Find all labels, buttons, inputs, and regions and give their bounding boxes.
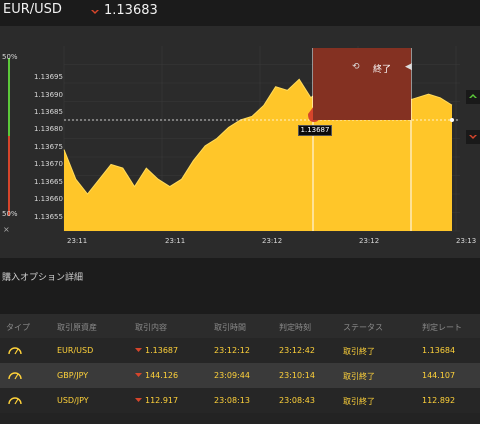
cell-asset: USD/JPY bbox=[57, 396, 89, 405]
cell-status: 取引終了 bbox=[343, 372, 375, 381]
down-arrow-icon bbox=[135, 373, 142, 377]
y-tick: 1.13655 bbox=[34, 213, 63, 221]
gauge-icon bbox=[8, 347, 22, 355]
table-header: タイプ 取引原資産 取引内容 取引時間 判定時刻 ステータス 判定レート bbox=[0, 314, 480, 338]
cell-judge-time: 23:08:43 bbox=[279, 396, 315, 405]
table-row[interactable]: USD/JPY 112.917 23:08:13 23:08:43 取引終了 1… bbox=[0, 388, 480, 413]
gauge-icon bbox=[8, 372, 22, 380]
x-tick: 23:11 bbox=[67, 237, 88, 245]
y-tick: 1.13675 bbox=[34, 143, 63, 151]
cell-asset: EUR/USD bbox=[57, 346, 94, 355]
x-tick: 23:12 bbox=[359, 237, 380, 245]
cell-trade-time: 23:09:44 bbox=[214, 371, 250, 380]
current-rate: 1.13683 bbox=[104, 3, 158, 18]
x-tick: 23:11 bbox=[165, 237, 186, 245]
y-tick: 1.13680 bbox=[34, 125, 63, 133]
cell-judge-time: 23:10:14 bbox=[279, 371, 315, 380]
up-arrow-icon bbox=[469, 94, 477, 98]
header-status: ステータス bbox=[343, 323, 383, 332]
y-tick: 1.13695 bbox=[34, 73, 63, 81]
cell-judge-time: 23:12:42 bbox=[279, 346, 315, 355]
last-price-dot bbox=[450, 118, 454, 122]
down-arrow-icon bbox=[135, 398, 142, 402]
y-tick: 1.13665 bbox=[34, 178, 63, 186]
cell-trade-time: 23:12:12 bbox=[214, 346, 250, 355]
gauge-icon bbox=[8, 397, 22, 405]
down-arrow-icon bbox=[91, 10, 99, 14]
cell-asset: GBP/JPY bbox=[57, 371, 89, 380]
down-arrow-icon bbox=[469, 135, 477, 139]
y-tick: 1.13690 bbox=[34, 91, 63, 99]
entry-price-tag: 1.13687 bbox=[298, 125, 332, 136]
down-arrow-icon bbox=[135, 348, 142, 352]
expiry-label: 終了 bbox=[373, 65, 392, 75]
header-type: タイプ bbox=[6, 323, 30, 332]
x-tick: 23:13 bbox=[456, 237, 477, 245]
header-judge-time: 判定時刻 bbox=[279, 323, 311, 332]
cell-rate: 144.107 bbox=[422, 371, 456, 380]
header-content: 取引内容 bbox=[135, 323, 167, 332]
cell-trade-time: 23:08:13 bbox=[214, 396, 250, 405]
side-down-button[interactable] bbox=[466, 130, 480, 144]
cell-status: 取引終了 bbox=[343, 397, 375, 406]
asset-pair[interactable]: EUR/USD bbox=[3, 2, 62, 17]
sentiment-up-pct: 50% bbox=[2, 53, 18, 61]
price-chart[interactable]: 50% 50% × ⟲ 終了 ◀ 1.13687 1.13695 1.13690… bbox=[0, 26, 480, 258]
cell-status: 取引終了 bbox=[343, 347, 375, 356]
y-tick: 1.13685 bbox=[34, 108, 63, 116]
y-tick: 1.13660 bbox=[34, 195, 63, 203]
x-tick: 23:12 bbox=[262, 237, 283, 245]
sentiment-down-pct: 50% bbox=[2, 210, 18, 218]
sentiment-bar-down bbox=[8, 136, 10, 216]
section-title: 購入オプション詳細 bbox=[2, 273, 84, 283]
header-trade-time: 取引時間 bbox=[214, 323, 246, 332]
close-icon[interactable]: × bbox=[3, 225, 10, 234]
asset-header: EUR/USD 1.13683 bbox=[0, 0, 480, 26]
header-asset: 取引原資産 bbox=[57, 323, 97, 332]
table-row[interactable]: GBP/JPY 144.126 23:09:44 23:10:14 取引終了 1… bbox=[0, 363, 480, 388]
header-judge-rate: 判定レート bbox=[422, 323, 462, 332]
sentiment-bar-up bbox=[8, 58, 10, 136]
cell-rate: 1.13684 bbox=[422, 346, 456, 355]
chevron-left-icon: ◀ bbox=[405, 62, 412, 72]
side-up-button[interactable] bbox=[466, 90, 480, 104]
details-section: 購入オプション詳細 bbox=[0, 258, 480, 314]
y-tick: 1.13670 bbox=[34, 160, 63, 168]
table-row[interactable]: EUR/USD 1.13687 23:12:12 23:12:42 取引終了 1… bbox=[0, 338, 480, 363]
cell-content: 112.917 bbox=[135, 396, 178, 405]
cell-content: 1.13687 bbox=[135, 346, 178, 355]
cell-content: 144.126 bbox=[135, 371, 178, 380]
expiry-zone bbox=[313, 48, 411, 120]
clock-icon: ⟲ bbox=[352, 62, 360, 72]
cell-rate: 112.892 bbox=[422, 396, 456, 405]
